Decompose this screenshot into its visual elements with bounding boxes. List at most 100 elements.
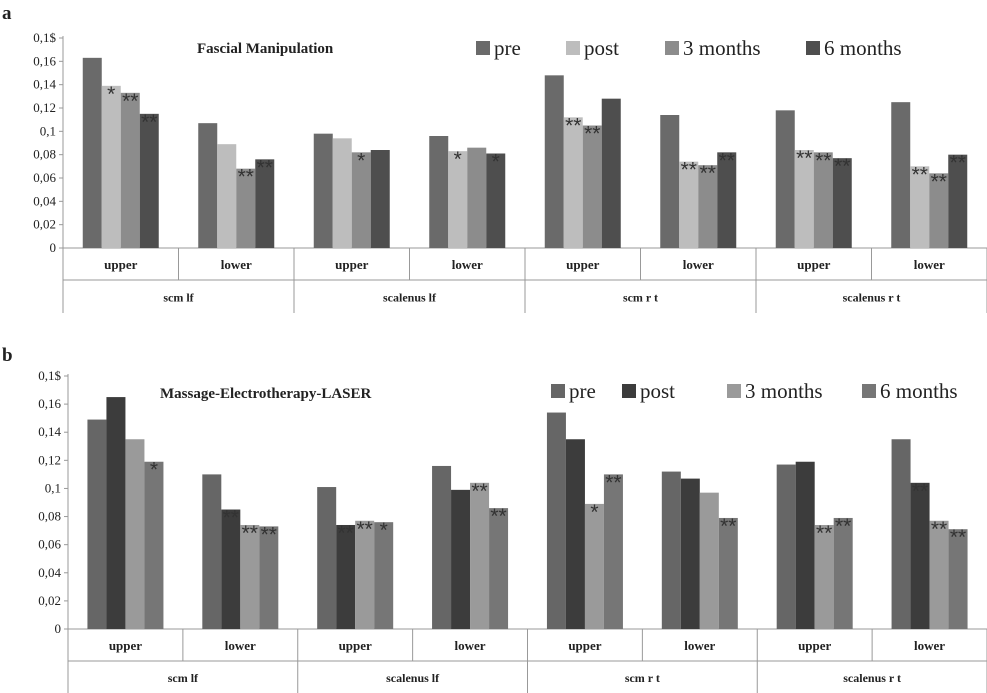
x-category-label: upper — [104, 257, 137, 272]
panel-b-legend: pre post 3 months 6 months — [551, 379, 958, 403]
bar-b-3months-7 — [929, 520, 949, 629]
significance-marker: * — [454, 148, 462, 171]
bar-a-post-4 — [563, 117, 583, 248]
significance-marker: ** — [257, 156, 273, 179]
legend-b-post-label: post — [640, 379, 675, 403]
legend-b-post-swatch — [622, 384, 636, 398]
x-group-label: scm r t — [625, 671, 660, 685]
significance-marker: ** — [834, 155, 850, 178]
bar-b-3months-2 — [355, 520, 375, 629]
bar-a-6months-1 — [255, 159, 275, 248]
legend-a-pre-label: pre — [494, 36, 521, 60]
y-tick-label: 0,1$ — [38, 368, 61, 383]
bar-a-pre-2 — [313, 133, 333, 248]
bar-a-3months-5 — [698, 165, 718, 248]
bar-a-3months-3 — [467, 147, 487, 248]
bar-b-3months-4 — [584, 503, 604, 629]
significance-marker: * — [107, 83, 115, 106]
bar-a-6months-0 — [139, 113, 159, 248]
x-category-label: upper — [798, 638, 831, 653]
bar-a-6months-6 — [832, 158, 852, 248]
bar-a-post-0 — [101, 85, 121, 248]
significance-marker: ** — [584, 123, 600, 146]
x-category-label: lower — [452, 257, 483, 272]
panel-b-chart: b Massage-Electrotherapy-LASER pre post … — [2, 345, 987, 693]
bar-b-pre-5 — [661, 471, 681, 629]
significance-marker: ** — [816, 522, 832, 545]
bar-a-post-5 — [679, 161, 699, 248]
legend-a-3months-swatch — [665, 41, 679, 55]
significance-marker: ** — [950, 526, 966, 549]
bar-b-pre-6 — [776, 464, 796, 629]
panel-a-label: a — [2, 3, 12, 24]
bar-b-post-3 — [451, 489, 471, 629]
bar-b-6months-6 — [833, 517, 853, 629]
bar-a-pre-3 — [429, 136, 449, 248]
significance-marker: ** — [261, 523, 277, 546]
x-category-label: lower — [455, 638, 486, 653]
bar-b-post-0 — [106, 397, 126, 629]
significance-marker: ** — [357, 518, 373, 541]
bar-a-post-3 — [448, 151, 468, 248]
legend-a-6months-label: 6 months — [824, 36, 902, 60]
legend-a-6months-swatch — [806, 41, 820, 55]
y-tick-label: 0,12 — [38, 452, 61, 467]
bar-a-6months-2 — [370, 150, 390, 248]
y-tick-label: 0,16 — [38, 396, 61, 411]
significance-marker: ** — [471, 480, 487, 503]
bar-a-pre-1 — [198, 123, 218, 248]
x-category-label: lower — [914, 638, 945, 653]
y-tick-label: 0,04 — [33, 193, 56, 208]
bar-a-pre-5 — [660, 115, 680, 248]
y-tick-label: 0,16 — [33, 53, 56, 68]
panel-a-title: Fascial Manipulation — [197, 41, 334, 57]
bar-a-post-1 — [217, 144, 237, 248]
panel-b-label: b — [2, 345, 13, 366]
y-tick-label: 0,02 — [33, 217, 56, 232]
x-category-label: upper — [335, 257, 368, 272]
bar-b-post-4 — [565, 439, 585, 629]
bar-b-post-7 — [910, 482, 930, 629]
significance-marker: ** — [815, 149, 831, 172]
bar-a-6months-3 — [486, 153, 506, 248]
x-category-label: upper — [568, 638, 601, 653]
bar-b-post-5 — [680, 478, 700, 629]
bar-b-post-2 — [336, 524, 356, 629]
significance-marker: * — [380, 519, 388, 542]
bar-a-3months-4 — [582, 125, 602, 248]
x-group-label: scalenus r t — [843, 291, 901, 305]
bar-a-pre-4 — [544, 75, 564, 248]
x-group-label: scalenus lf — [386, 671, 440, 685]
bar-a-3months-6 — [813, 152, 833, 248]
significance-marker: * — [150, 459, 158, 482]
legend-a-post-swatch — [566, 41, 580, 55]
significance-marker: ** — [223, 507, 239, 530]
legend-b-pre-label: pre — [569, 379, 596, 403]
bar-b-3months-0 — [125, 439, 145, 629]
significance-marker: ** — [238, 166, 254, 189]
bar-a-post-2 — [332, 138, 352, 248]
y-tick-label: 0,1$ — [33, 30, 56, 45]
significance-marker: ** — [931, 170, 947, 193]
legend-a-pre-swatch — [476, 41, 490, 55]
significance-marker: ** — [681, 159, 697, 182]
y-tick-label: 0,14 — [33, 77, 56, 92]
x-group-label: scm lf — [163, 291, 194, 305]
bar-b-pre-1 — [202, 474, 222, 629]
bar-b-pre-4 — [546, 412, 566, 629]
significance-marker: ** — [338, 522, 354, 545]
bar-b-6months-4 — [603, 474, 623, 629]
significance-marker: ** — [719, 149, 735, 172]
panel-a-chart: a Fascial Manipulation pre post 3 months… — [2, 3, 987, 313]
bar-b-6months-7 — [948, 529, 968, 629]
x-category-label: upper — [797, 257, 830, 272]
x-group-label: scm lf — [168, 671, 199, 685]
bar-b-post-1 — [221, 509, 241, 629]
legend-a-post-label: post — [584, 36, 619, 60]
bar-a-3months-0 — [120, 92, 140, 248]
significance-marker: ** — [912, 480, 928, 503]
y-tick-label: 0 — [50, 240, 57, 255]
x-category-label: lower — [914, 257, 945, 272]
y-tick-label: 0,1 — [40, 123, 56, 138]
